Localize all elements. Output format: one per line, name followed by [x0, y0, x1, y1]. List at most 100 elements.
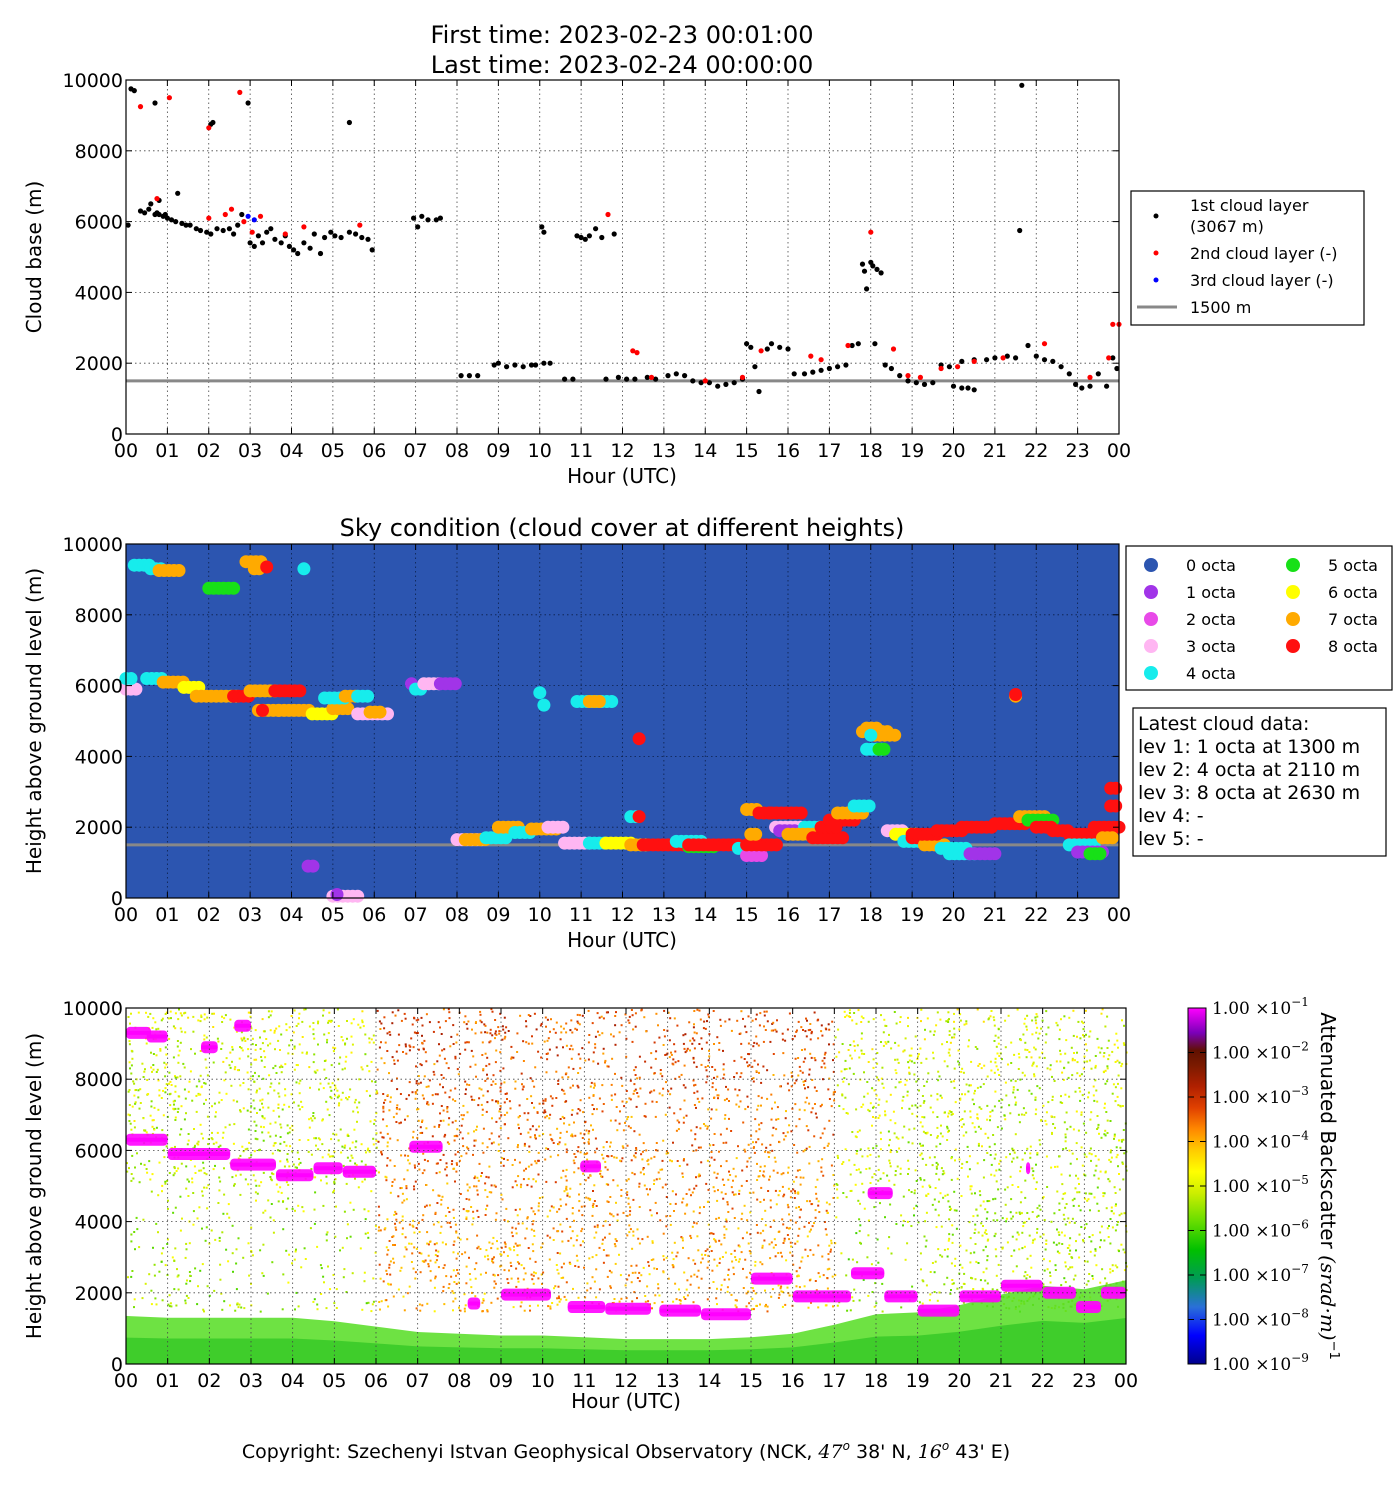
first-layer-point [272, 237, 277, 242]
noise-pixel [588, 1059, 590, 1061]
noise-pixel [523, 1278, 525, 1280]
x-tick-label: 03 [238, 904, 262, 926]
x-tick-label: 07 [404, 904, 428, 926]
noise-pixel [572, 1085, 574, 1087]
noise-pixel [452, 1309, 454, 1311]
noise-pixel [265, 1038, 267, 1040]
noise-pixel [641, 1238, 643, 1240]
noise-pixel [318, 1137, 320, 1139]
noise-pixel [531, 1278, 533, 1280]
noise-pixel [549, 1049, 551, 1051]
noise-pixel [1068, 1253, 1070, 1255]
noise-pixel [205, 1059, 207, 1061]
noise-pixel [631, 1172, 633, 1174]
noise-pixel [152, 1017, 154, 1019]
y-tick-label: 4000 [75, 282, 123, 304]
noise-pixel [130, 1013, 132, 1015]
noise-pixel [929, 1293, 931, 1295]
noise-pixel [515, 1228, 517, 1230]
noise-pixel [778, 1194, 780, 1196]
noise-pixel [746, 1232, 748, 1234]
first-layer-point [674, 371, 679, 376]
noise-pixel [859, 1203, 861, 1205]
noise-pixel [146, 1131, 148, 1133]
noise-pixel [169, 1294, 171, 1296]
noise-pixel [738, 1089, 740, 1091]
noise-pixel [588, 1132, 590, 1134]
noise-pixel [1019, 1170, 1021, 1172]
noise-pixel [722, 1256, 724, 1258]
noise-pixel [953, 1282, 955, 1284]
octa-point-7 [173, 564, 186, 577]
noise-pixel [1121, 1141, 1123, 1143]
y-tick-label: 6000 [75, 676, 123, 698]
noise-pixel [146, 1079, 148, 1081]
noise-pixel [961, 1167, 963, 1169]
noise-pixel [511, 1227, 513, 1229]
noise-pixel [525, 1168, 527, 1170]
noise-pixel [579, 1183, 581, 1185]
noise-pixel [1018, 1053, 1020, 1055]
noise-pixel [1035, 1113, 1037, 1115]
noise-pixel [212, 1138, 214, 1140]
octa-point-8 [256, 704, 269, 717]
noise-pixel [389, 1264, 391, 1266]
noise-pixel [486, 1101, 488, 1103]
noise-pixel [241, 1038, 243, 1040]
noise-pixel [611, 1099, 613, 1101]
noise-pixel [682, 1247, 684, 1249]
noise-pixel [825, 1028, 827, 1030]
noise-pixel [1039, 1033, 1041, 1035]
noise-pixel [480, 1032, 482, 1034]
y-tick-label: 6000 [75, 212, 123, 234]
noise-pixel [1049, 1260, 1051, 1262]
noise-pixel [491, 1184, 493, 1186]
noise-pixel [611, 1058, 613, 1060]
noise-pixel [134, 1298, 136, 1300]
noise-pixel [391, 1080, 393, 1082]
noise-pixel [511, 1278, 513, 1280]
x-tick-label: 16 [776, 440, 800, 462]
noise-pixel [949, 1206, 951, 1208]
noise-pixel [781, 1218, 783, 1220]
first-layer-point [231, 231, 236, 236]
noise-pixel [671, 1252, 673, 1254]
noise-pixel [295, 1251, 297, 1253]
noise-pixel [1063, 1277, 1065, 1279]
noise-pixel [247, 1072, 249, 1074]
noise-pixel [1084, 1056, 1086, 1058]
noise-pixel [871, 1176, 873, 1178]
noise-pixel [282, 1273, 284, 1275]
noise-pixel [1090, 1111, 1092, 1113]
noise-pixel [807, 1129, 809, 1131]
noise-pixel [920, 1105, 922, 1107]
noise-pixel [980, 1279, 982, 1281]
first-layer-point [872, 341, 877, 346]
noise-pixel [1002, 1247, 1004, 1249]
sky-condition-title: Sky condition (cloud cover at different … [340, 514, 905, 542]
noise-pixel [1036, 1016, 1038, 1018]
noise-pixel [851, 1190, 853, 1192]
noise-pixel [156, 1303, 158, 1305]
noise-pixel [696, 1066, 698, 1068]
noise-pixel [198, 1170, 200, 1172]
noise-pixel [771, 1119, 773, 1121]
noise-pixel [806, 1125, 808, 1127]
noise-pixel [299, 1108, 301, 1110]
noise-pixel [133, 1083, 135, 1085]
noise-pixel [217, 1038, 219, 1040]
noise-pixel [797, 1235, 799, 1237]
noise-pixel [898, 1148, 900, 1150]
noise-pixel [763, 1025, 765, 1027]
noise-pixel [553, 1239, 555, 1241]
noise-pixel [259, 1100, 261, 1102]
noise-pixel [725, 1252, 727, 1254]
noise-pixel [842, 1192, 844, 1194]
noise-pixel [498, 1136, 500, 1138]
noise-pixel [1103, 1055, 1105, 1057]
noise-pixel [1121, 1019, 1123, 1021]
noise-pixel [935, 1187, 937, 1189]
x-tick-label: 20 [941, 440, 965, 462]
noise-pixel [555, 1097, 557, 1099]
y-tick-label: 10000 [63, 70, 123, 92]
